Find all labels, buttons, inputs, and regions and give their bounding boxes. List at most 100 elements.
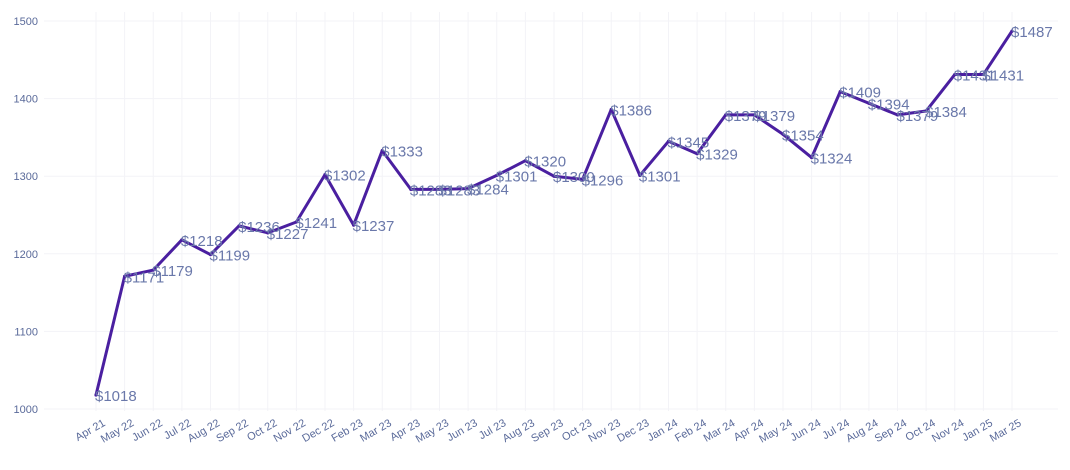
data-point (180, 238, 184, 242)
data-point (981, 72, 985, 77)
data-label: $1301 (496, 168, 538, 185)
data-label: $1354 (782, 127, 824, 144)
data-label: $1324 (811, 151, 853, 168)
data-point (924, 109, 928, 113)
data-label: $1302 (324, 168, 366, 185)
data-label: $1329 (696, 147, 738, 164)
data-label: $1379 (725, 108, 767, 125)
x-tick-label: Jun 24 (789, 417, 824, 444)
data-label: $1431 (982, 68, 1024, 85)
data-point (466, 187, 470, 191)
data-label: $1394 (868, 96, 910, 113)
data-label: $1227 (267, 226, 309, 243)
x-tick-label: Nov 22 (272, 417, 308, 445)
data-point (437, 187, 442, 191)
x-tick-label: Aug 23 (501, 417, 537, 445)
x-tick-label: Feb 23 (329, 417, 365, 445)
data-point (523, 159, 527, 163)
data-label: $1384 (925, 104, 967, 121)
data-point (266, 231, 270, 235)
data-label: $1283 (439, 182, 481, 199)
data-point (352, 223, 356, 227)
y-axis-ticks: 1000 1100 1200 1300 1400 1500 (14, 16, 38, 416)
data-label: $1283 (410, 182, 452, 199)
data-label: $1236 (238, 219, 280, 236)
y-tick-label: 1500 (14, 16, 38, 28)
x-tick-label: Jun 23 (445, 417, 480, 444)
data-point (495, 173, 499, 178)
data-label: $1379 (897, 108, 939, 125)
x-tick-label: Sep 22 (214, 417, 250, 445)
data-label: $1199 (210, 248, 251, 265)
data-point (609, 107, 613, 112)
x-tick-label: Nov 23 (587, 417, 623, 445)
x-tick-label: Dec 22 (300, 417, 336, 445)
x-tick-label: Jan 25 (960, 417, 995, 444)
x-tick-label: May 23 (414, 417, 451, 445)
y-tick-label: 1400 (14, 94, 38, 106)
data-label: $1171 (124, 269, 165, 286)
data-label: $1218 (181, 233, 223, 250)
data-label: $1409 (839, 85, 881, 102)
data-label: $1179 (152, 263, 193, 280)
series-layer (94, 29, 1014, 397)
x-tick-label: Jun 22 (130, 417, 165, 444)
data-point (151, 268, 155, 272)
data-point (895, 113, 900, 117)
data-label: $1431 (954, 68, 996, 85)
y-tick-label: 1200 (14, 249, 38, 261)
data-label: $1487 (1011, 24, 1053, 41)
data-label: $1379 (753, 108, 795, 125)
data-label: $1320 (524, 154, 566, 171)
data-point (581, 177, 585, 181)
x-tick-label: Aug 24 (844, 417, 880, 445)
x-tick-label: Nov 24 (930, 417, 966, 445)
data-point (323, 173, 327, 177)
x-tick-label: Aug 22 (186, 417, 222, 445)
data-point (781, 132, 785, 136)
data-label: $1386 (610, 102, 652, 119)
data-point (208, 252, 213, 257)
x-tick-label: May 24 (757, 417, 794, 445)
data-label: $1300 (553, 169, 595, 186)
data-label: $1237 (353, 218, 395, 235)
data-label: $1301 (639, 168, 681, 185)
data-point (867, 101, 871, 105)
data-point (94, 393, 98, 397)
data-point (838, 90, 842, 94)
data-point (666, 139, 671, 143)
data-point (695, 152, 699, 156)
x-tick-label: Mar 24 (702, 417, 738, 445)
data-point (237, 224, 241, 228)
data-label: $1296 (582, 172, 624, 189)
data-point (123, 274, 127, 278)
data-label: $1333 (381, 144, 423, 161)
y-tick-label: 1100 (14, 326, 38, 338)
data-label: $1345 (668, 134, 710, 151)
data-point (810, 155, 814, 160)
x-tick-label: Sep 24 (873, 417, 909, 445)
data-point (552, 174, 556, 178)
grid-layer (44, 12, 1058, 411)
data-point (380, 148, 384, 153)
data-point (724, 113, 728, 117)
x-tick-label: Mar 23 (358, 417, 394, 445)
x-tick-label: May 22 (99, 417, 136, 445)
data-label: $1241 (295, 215, 337, 232)
data-point (752, 113, 756, 117)
x-tick-label: Mar 25 (988, 417, 1024, 445)
data-label: $1284 (467, 182, 509, 199)
y-tick-label: 1300 (14, 171, 38, 183)
data-point (294, 220, 298, 224)
data-point (953, 72, 957, 77)
x-tick-label: Sep 23 (529, 417, 565, 445)
data-label: $1018 (95, 388, 137, 405)
y-tick-label: 1000 (14, 404, 38, 416)
data-point (638, 173, 642, 178)
x-tick-label: Feb 24 (673, 417, 709, 445)
data-point (409, 187, 413, 191)
x-tick-label: Dec 23 (615, 417, 651, 445)
